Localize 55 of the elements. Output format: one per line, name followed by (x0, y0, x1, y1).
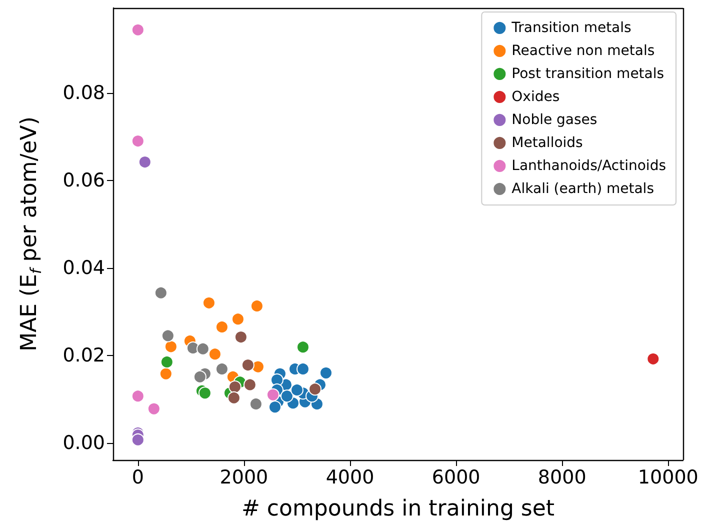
y-tick-label: 0.02 (62, 344, 105, 366)
point (202, 296, 216, 310)
legend-label: Oxides (512, 89, 560, 105)
point (154, 286, 168, 300)
legend-label: Metalloids (512, 135, 583, 151)
point (241, 358, 254, 372)
point (138, 156, 152, 169)
x-tick-label: 8000 (538, 466, 586, 488)
point (198, 386, 212, 400)
y-tick-label: 0.04 (62, 256, 105, 279)
x-tick-label: 2000 (220, 466, 268, 488)
legend-label: Reactive non metals (512, 43, 655, 59)
point (231, 312, 244, 326)
y-tick-label: 0.08 (62, 82, 105, 104)
point (249, 397, 262, 410)
x-tick-label: 0 (132, 466, 144, 488)
point (228, 380, 242, 394)
x-tick-label: 4000 (326, 466, 374, 488)
point (268, 400, 282, 414)
point (215, 362, 228, 376)
y-tick-label: 0.00 (62, 432, 105, 454)
point (646, 352, 660, 366)
point (215, 320, 228, 334)
point (290, 383, 304, 396)
point (296, 340, 310, 354)
point (227, 391, 240, 404)
point (131, 134, 144, 148)
point (196, 342, 210, 356)
point (164, 340, 178, 354)
point (296, 362, 310, 376)
legend-label: Noble gases (512, 112, 598, 128)
legend-label: Post transition metals (512, 66, 664, 82)
point (308, 382, 322, 396)
point (280, 390, 294, 403)
legend-label: Lanthanoids/Actinoids (512, 158, 666, 174)
point (131, 23, 144, 36)
y-tick-label: 0.06 (62, 169, 105, 192)
point (243, 378, 256, 392)
point (147, 402, 160, 416)
point (250, 299, 264, 312)
point (193, 370, 206, 384)
point (160, 355, 174, 368)
x-tick-label: 6000 (432, 466, 480, 488)
legend-label: Transition metals (510, 20, 632, 36)
x-tick-label: 10000 (638, 466, 698, 488)
point (131, 433, 144, 446)
point (320, 366, 332, 380)
point (208, 348, 222, 361)
point (234, 330, 248, 344)
point (131, 390, 144, 403)
legend-label: Alkali (earth) metals (512, 181, 654, 197)
point (159, 367, 172, 380)
point (266, 388, 280, 402)
point (161, 329, 174, 342)
x-axis-title: # compounds in training set (241, 496, 555, 522)
